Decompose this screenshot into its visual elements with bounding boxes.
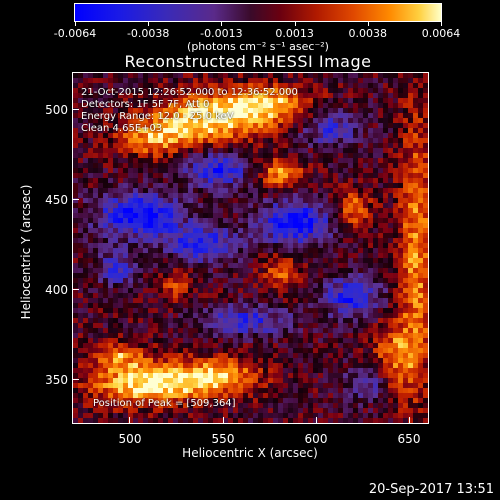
x-tick-mark [409,417,410,423]
colorbar-units: (photons cm⁻² s⁻¹ asec⁻²) [187,40,329,53]
y-tick-label: 500 [45,103,68,117]
colorbar [74,3,442,22]
y-tick-mark [73,379,79,380]
x-tick-label: 550 [211,432,235,446]
colorbar-tick-mark [221,21,223,26]
timestamp: 20-Sep-2017 13:51 [368,482,494,497]
colorbar-tick-mark [441,21,442,26]
colorbar-tick-mark [148,21,150,26]
peak-position-label: Position of Peak = [509,364] [93,398,236,409]
y-tick-label: 350 [45,373,68,387]
x-tick-label: 600 [304,432,328,446]
x-tick-label: 650 [397,432,421,446]
x-tick-mark [223,417,224,423]
colorbar-tick-mark [294,21,296,26]
colorbar-tick-label: 0.0013 [275,27,314,40]
colorbar-tick-mark [367,21,369,26]
y-tick-mark [73,289,79,290]
y-tick-mark [73,109,79,110]
detectors-label: Detectors: 1F 5F 7F, Att 0 [81,99,210,110]
energy-range-label: Energy Range: 12.0 - 25.0 keV [81,111,234,122]
heatmap-image [73,73,428,423]
y-tick-label: 450 [45,193,68,207]
colorbar-tick-label: 0.0064 [421,27,461,40]
clean-label: Clean 4.65E+03 [81,123,163,134]
x-tick-mark [129,417,130,423]
time-range-label: 21-Oct-2015 12:26:52.000 to 12:36:52.000 [81,87,298,98]
y-tick-label: 400 [45,283,68,297]
colorbar-tick-label: -0.0038 [126,27,170,40]
y-tick-mark [73,199,79,200]
plot-title: Reconstructed RHESSI Image [124,52,372,71]
x-tick-label: 500 [118,432,142,446]
x-tick-mark [316,417,317,423]
colorbar-tick-label: -0.0064 [53,27,97,40]
colorbar-tick-label: 0.0038 [348,27,388,40]
x-axis-label: Heliocentric X (arcsec) [182,446,318,460]
rhessi-image-plot: 21-Oct-2015 12:26:52.000 to 12:36:52.000… [72,72,429,424]
colorbar-tick-mark [75,21,76,26]
y-axis-label: Heliocentric Y (arcsec) [19,184,33,320]
colorbar-tick-label: -0.0013 [200,27,243,40]
